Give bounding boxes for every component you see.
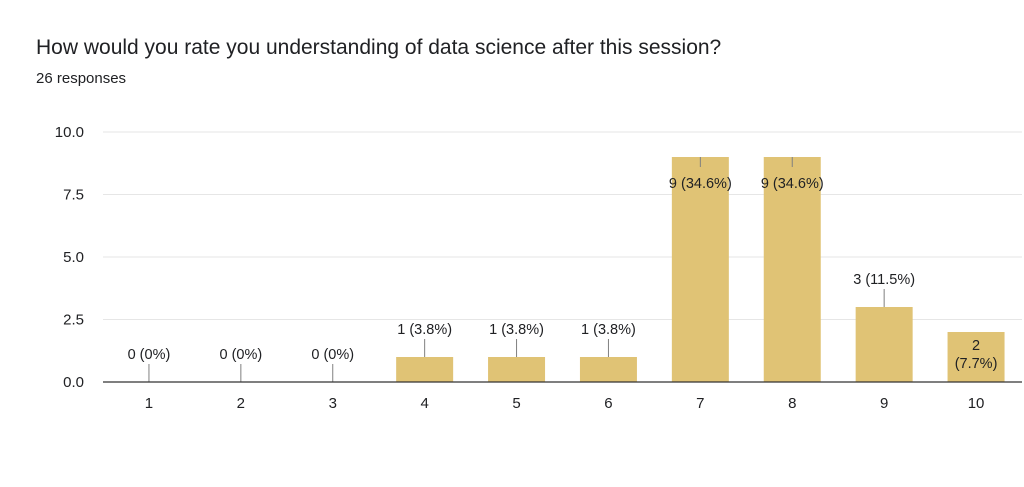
bar <box>671 157 729 382</box>
data-label: 3 (11.5%) <box>853 272 915 288</box>
data-label: 9 (34.6%) <box>761 176 824 192</box>
x-tick-label: 6 <box>604 395 612 412</box>
x-tick-label: 9 <box>880 395 888 412</box>
data-label: 1 (3.8%) <box>489 322 544 338</box>
y-tick-label: 2.5 <box>63 312 84 329</box>
x-tick-label: 10 <box>968 395 985 412</box>
bar <box>579 357 637 382</box>
data-label: (7.7%) <box>955 356 998 372</box>
data-label: 9 (34.6%) <box>669 176 732 192</box>
data-label: 2 <box>972 338 980 354</box>
bar <box>396 357 454 382</box>
chart-title: How would you rate you understanding of … <box>36 36 722 59</box>
bar <box>855 307 913 382</box>
y-tick-label: 5.0 <box>63 249 84 266</box>
y-tick-label: 0.0 <box>63 374 84 391</box>
bar <box>488 357 546 382</box>
data-label: 0 (0%) <box>128 347 171 363</box>
x-tick-label: 3 <box>329 395 337 412</box>
x-tick-label: 1 <box>145 395 153 412</box>
response-count: 26 responses <box>36 70 127 87</box>
y-tick-label: 7.5 <box>63 187 84 204</box>
x-tick-label: 7 <box>696 395 704 412</box>
x-tick-label: 4 <box>420 395 428 412</box>
x-tick-label: 8 <box>788 395 796 412</box>
y-tick-label: 10.0 <box>55 124 84 141</box>
x-tick-label: 5 <box>512 395 520 412</box>
data-label: 1 (3.8%) <box>581 322 636 338</box>
data-label: 0 (0%) <box>311 347 354 363</box>
bar <box>947 332 1005 382</box>
x-tick-label: 2 <box>237 395 245 412</box>
bar <box>763 157 821 382</box>
data-label: 0 (0%) <box>219 347 262 363</box>
data-label: 1 (3.8%) <box>397 322 452 338</box>
